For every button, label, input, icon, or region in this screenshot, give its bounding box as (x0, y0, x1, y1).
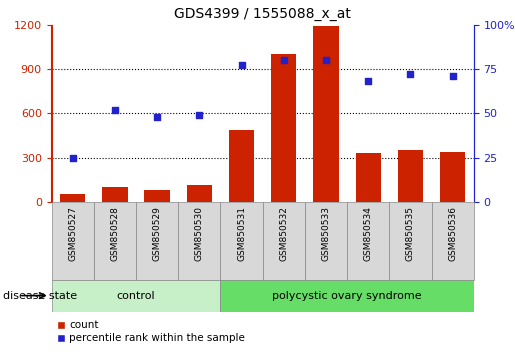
Point (364, 79, 372, 84)
Bar (271, 54, 297, 202)
Legend: count, percentile rank within the sample: count, percentile rank within the sample (57, 320, 245, 343)
Text: GSM850530: GSM850530 (195, 206, 204, 261)
Point (237, 63, 246, 68)
Point (280, 57, 288, 63)
Point (111, 107, 119, 113)
Bar (52, 202, 94, 280)
Text: control: control (116, 291, 156, 301)
Bar (220, 202, 263, 280)
Text: GSM850533: GSM850533 (321, 206, 331, 261)
Bar (398, 150, 423, 202)
Bar (389, 202, 432, 280)
Text: GSM850531: GSM850531 (237, 206, 246, 261)
Bar (313, 26, 339, 202)
Text: GSM850532: GSM850532 (279, 206, 288, 261)
Title: GDS4399 / 1555088_x_at: GDS4399 / 1555088_x_at (174, 7, 351, 21)
Bar (186, 185, 212, 202)
Bar (347, 202, 389, 280)
Point (449, 73, 457, 79)
Text: GSM850535: GSM850535 (406, 206, 415, 261)
Bar (263, 202, 305, 280)
Point (322, 57, 330, 63)
Bar (305, 202, 347, 280)
Text: GSM850529: GSM850529 (152, 206, 162, 261)
Text: polycystic ovary syndrome: polycystic ovary syndrome (272, 291, 422, 301)
Bar (440, 152, 466, 202)
Point (406, 72, 415, 77)
Text: GSM850534: GSM850534 (364, 206, 373, 261)
Text: disease state: disease state (3, 291, 77, 301)
Bar (144, 190, 170, 202)
Bar (52, 280, 220, 312)
Text: GSM850528: GSM850528 (110, 206, 119, 261)
Bar (220, 280, 474, 312)
Bar (355, 153, 381, 202)
Bar (178, 202, 220, 280)
Text: GSM850536: GSM850536 (448, 206, 457, 261)
Text: GSM850527: GSM850527 (68, 206, 77, 261)
Bar (102, 187, 128, 202)
Bar (229, 130, 254, 202)
Point (68, 155, 77, 160)
Bar (136, 202, 178, 280)
Bar (432, 202, 474, 280)
Point (153, 114, 161, 120)
Bar (94, 202, 136, 280)
Point (195, 112, 203, 118)
Bar (60, 194, 85, 202)
